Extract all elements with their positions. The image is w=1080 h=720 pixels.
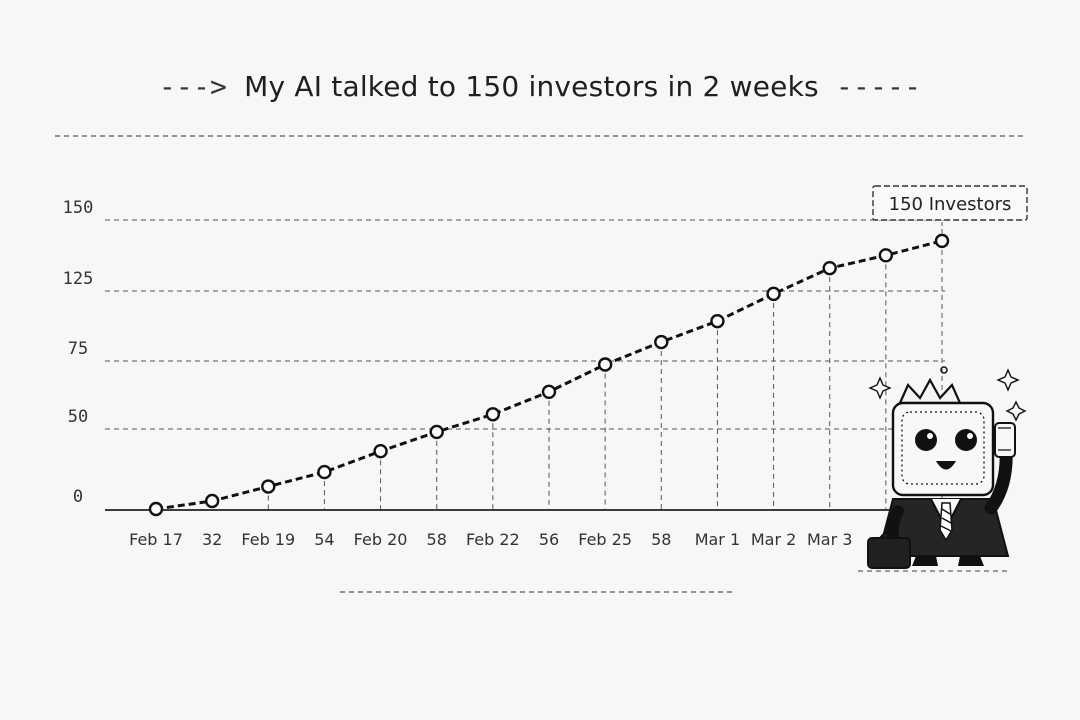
y-tick-label-125: 125 — [63, 269, 94, 289]
x-tick-layer: Feb 17 32 Feb 19 54 Feb 20 58 Feb 22 56 Feb 25 58… — [129, 530, 852, 549]
data-point-10 — [710, 313, 725, 329]
x-tick-label-10: Mar 1 — [695, 530, 740, 549]
title-arrow-prefix: ---> — [158, 70, 228, 103]
title-dash-suffix: ----- — [835, 70, 922, 103]
crown-icon — [898, 377, 962, 405]
data-point-7 — [541, 384, 557, 399]
data-point-4 — [373, 444, 388, 459]
data-point-2 — [261, 479, 276, 494]
data-point-12 — [822, 260, 837, 276]
callout-box — [872, 185, 1028, 221]
crowned-robot-businessman-icon — [858, 366, 1027, 572]
smile-icon — [936, 461, 956, 470]
x-tick-label-0: Feb 17 — [129, 530, 183, 549]
callout-150-investors: 150 Investors — [872, 185, 1028, 234]
data-point-3 — [317, 464, 332, 480]
callout-label: 150 Investors — [889, 194, 1012, 215]
data-point-0 — [148, 501, 164, 517]
grid-layer — [105, 219, 945, 430]
x-tick-label-4: Feb 20 — [354, 530, 408, 549]
x-tick-label-11: Mar 2 — [751, 530, 796, 549]
x-tick-label-5: 58 — [427, 530, 447, 549]
data-point-8 — [597, 357, 613, 372]
data-point-14 — [934, 233, 950, 249]
x-tick-label-7: 56 — [539, 530, 559, 549]
left-eye-icon — [915, 429, 937, 451]
x-tick-label-6: Feb 22 — [466, 530, 520, 549]
x-tick-label-9: 58 — [651, 530, 671, 549]
chart-title: ---> My AI talked to 150 investors in 2 … — [0, 70, 1080, 103]
x-tick-label-3: 54 — [314, 530, 334, 549]
y-tick-label-150: 150 — [63, 198, 94, 218]
data-point-5 — [429, 424, 444, 440]
y-tick-label-75: 75 — [68, 339, 88, 359]
data-point-13 — [878, 248, 894, 263]
x-tick-label-2: Feb 19 — [241, 530, 295, 549]
data-point-11 — [766, 286, 781, 302]
right-eye-icon — [955, 429, 977, 451]
title-text: My AI talked to 150 investors in 2 weeks — [244, 70, 819, 103]
phone-icon — [994, 422, 1016, 458]
y-tick-label-0: 0 — [73, 487, 83, 507]
x-tick-label-1: 32 — [202, 530, 222, 549]
data-point-1 — [204, 493, 220, 509]
x-tick-label-8: Feb 25 — [578, 530, 632, 549]
briefcase-icon — [867, 537, 911, 569]
point-layer — [148, 233, 950, 517]
data-point-9 — [654, 334, 669, 350]
y-tick-layer: 0 50 75 125 150 — [63, 198, 94, 507]
data-point-6 — [485, 407, 501, 422]
x-tick-label-12: Mar 3 — [807, 530, 852, 549]
y-tick-label-50: 50 — [68, 407, 88, 427]
